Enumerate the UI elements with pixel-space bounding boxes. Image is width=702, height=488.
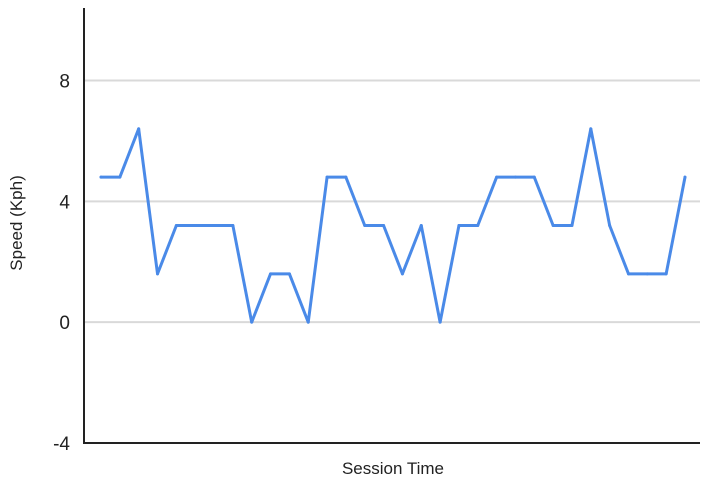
data-point <box>532 175 536 179</box>
data-point <box>457 224 461 227</box>
data-point <box>325 175 329 179</box>
data-point <box>400 272 404 276</box>
series-line <box>99 127 687 324</box>
data-point <box>382 224 386 227</box>
axes <box>83 8 700 444</box>
data-point <box>589 127 593 131</box>
data-point <box>287 272 291 276</box>
data-point <box>513 175 517 179</box>
data-point <box>626 272 630 276</box>
data-point <box>269 272 273 276</box>
y-axis-title: Speed (Kph) <box>7 175 26 270</box>
y-tick-label: 8 <box>59 72 70 93</box>
data-point <box>570 224 574 227</box>
data-point <box>231 224 235 227</box>
data-point <box>174 224 178 227</box>
data-point <box>476 224 480 227</box>
data-point <box>363 224 367 227</box>
data-point <box>137 127 141 131</box>
y-tick-label: 0 <box>59 313 70 334</box>
data-point <box>551 224 555 227</box>
data-point <box>645 272 649 276</box>
data-point <box>306 320 310 324</box>
data-point <box>608 224 612 227</box>
y-tick-label: -4 <box>53 434 70 455</box>
data-point <box>495 175 499 179</box>
data-point <box>118 175 122 179</box>
gridlines <box>84 79 700 324</box>
data-point <box>250 320 254 324</box>
data-point <box>156 272 160 276</box>
series-layer <box>99 127 687 324</box>
y-tick-labels: -4 0 4 8 <box>53 72 70 456</box>
data-point <box>419 224 423 227</box>
data-point <box>344 175 348 179</box>
data-point <box>212 224 216 227</box>
data-point <box>683 175 687 179</box>
x-axis-title: Session Time <box>342 459 444 478</box>
data-point <box>438 320 442 324</box>
data-point <box>664 272 668 276</box>
data-point <box>99 175 103 179</box>
y-tick-label: 4 <box>59 192 70 213</box>
data-point <box>193 224 197 227</box>
